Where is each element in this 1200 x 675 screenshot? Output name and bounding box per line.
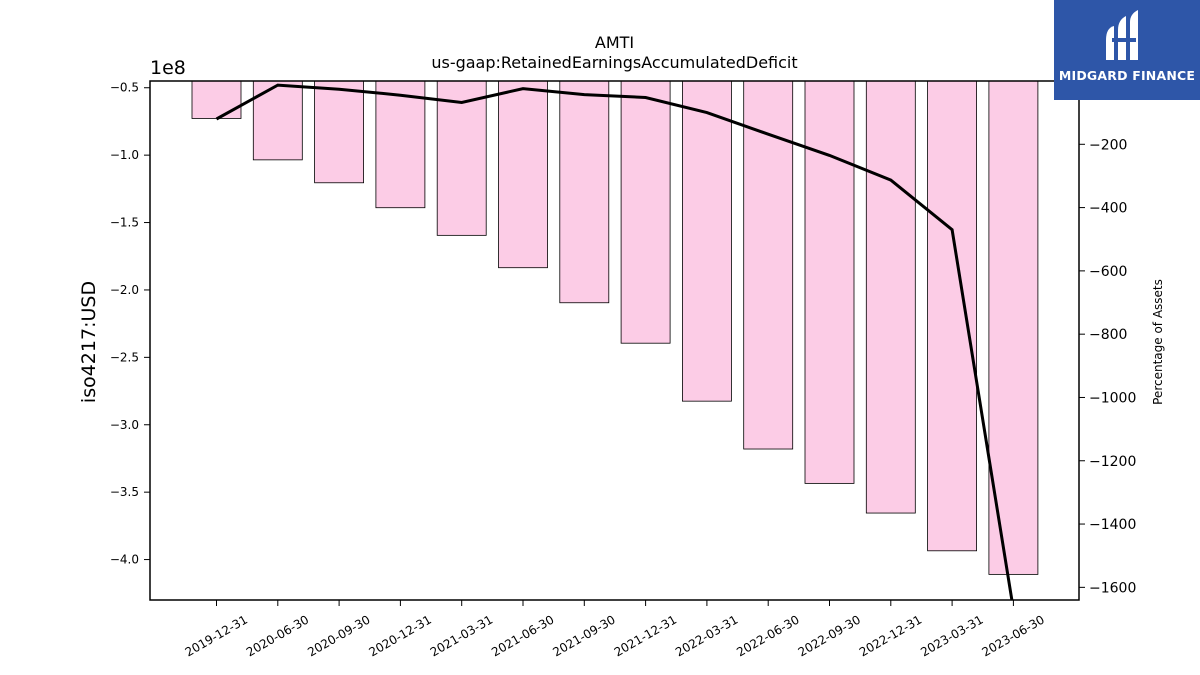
x-tick-label: 2020-09-30	[305, 612, 372, 659]
y2-tick-label: −1200	[1089, 454, 1136, 470]
bar	[436, 80, 487, 236]
brand-logo: MIDGARD FINANCE	[1054, 0, 1200, 100]
bar	[252, 80, 303, 161]
x-tick-label: 2019-12-31	[183, 612, 250, 659]
chart-subtitle: us-gaap:RetainedEarningsAccumulatedDefic…	[431, 53, 797, 72]
bar	[804, 80, 855, 484]
y-tick-label: −3.5	[110, 485, 139, 499]
bar	[559, 80, 610, 304]
series-line	[215, 83, 1014, 600]
bar	[314, 80, 365, 184]
midgard-logo-icon	[1106, 10, 1138, 60]
x-tick-label: 2021-12-31	[612, 612, 679, 659]
x-tick-label: 2022-12-31	[857, 612, 924, 659]
y2-tick-label: −400	[1089, 201, 1127, 217]
line-series	[215, 83, 1014, 600]
bar	[927, 80, 977, 552]
x-tick-label: 2023-06-30	[979, 612, 1046, 659]
bar-series	[191, 80, 1039, 575]
y2-axis-label: Percentage of Assets	[1151, 279, 1165, 405]
x-tick-label: 2020-06-30	[244, 612, 311, 659]
x-axis: 2019-12-312020-06-302020-09-302020-12-31…	[183, 600, 1047, 659]
chart-title: AMTI	[595, 33, 634, 52]
x-tick-label: 2023-03-31	[918, 612, 985, 659]
y2-tick-label: −1400	[1089, 517, 1136, 533]
y2-tick-label: −200	[1089, 137, 1127, 153]
bar	[743, 80, 794, 450]
right-axis: −200 −400 −600 −800 −1000 −1200 −1400 −1600	[1079, 137, 1136, 596]
x-tick-label: 2021-03-31	[428, 612, 495, 659]
bar	[498, 80, 548, 269]
y-offset-label: 1e8	[150, 57, 186, 79]
y2-tick-label: −800	[1089, 327, 1127, 343]
left-axis: −0.5 −1.0 −1.5 −2.0 −2.5 −3.0 −3.5 −4.0	[110, 81, 150, 567]
bar	[620, 80, 671, 344]
x-tick-label: 2022-03-31	[673, 612, 740, 659]
bar	[988, 80, 1039, 575]
bar	[865, 80, 916, 514]
y-tick-label: −1.0	[110, 148, 139, 162]
plot-frame	[149, 80, 1080, 601]
y2-tick-label: −1600	[1089, 580, 1136, 596]
x-tick-label: 2022-06-30	[734, 612, 801, 659]
y-tick-label: −2.5	[110, 350, 139, 364]
brand-name: MIDGARD FINANCE	[1058, 68, 1196, 83]
x-tick-label: 2021-06-30	[489, 612, 556, 659]
bar	[682, 80, 732, 402]
x-tick-label: 2020-12-31	[366, 612, 433, 659]
bar	[375, 80, 426, 209]
y-tick-label: −4.0	[110, 553, 139, 567]
x-tick-label: 2021-09-30	[550, 612, 617, 659]
y-tick-label: −3.0	[110, 418, 139, 432]
y-tick-label: −2.0	[110, 283, 139, 297]
y2-tick-label: −1000	[1089, 390, 1136, 406]
y2-tick-label: −600	[1089, 264, 1127, 280]
bar	[191, 80, 242, 119]
y-axis-label: iso4217:USD	[78, 281, 100, 403]
y-tick-label: −1.5	[110, 216, 139, 230]
y-tick-label: −0.5	[110, 81, 139, 95]
x-tick-label: 2022-09-30	[796, 612, 863, 659]
